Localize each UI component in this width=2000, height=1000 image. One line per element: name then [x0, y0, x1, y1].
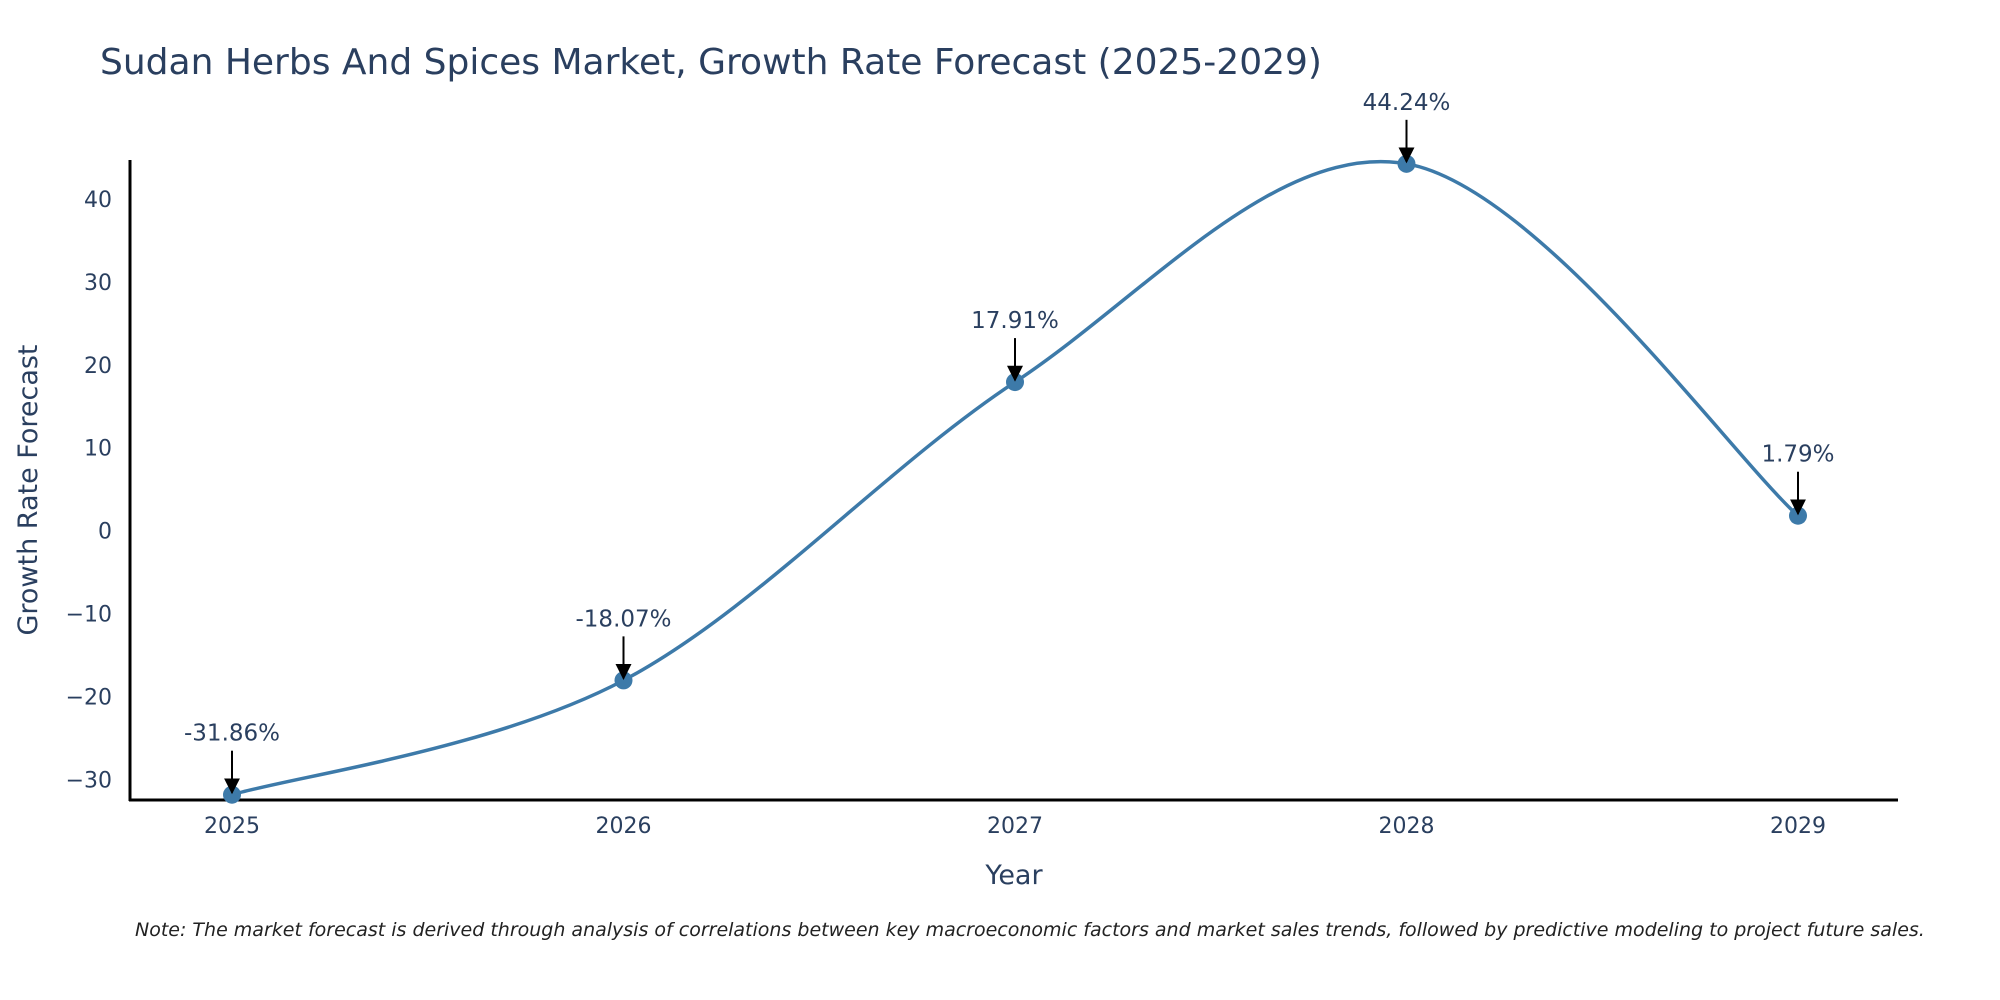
line-layer	[231, 160, 1800, 797]
data-label-2029: 1.79%	[1761, 442, 1834, 468]
y-tick-label: 30	[84, 271, 112, 296]
chart-footnote: Note: The market forecast is derived thr…	[135, 919, 1925, 941]
x-tick-label: 2028	[1379, 814, 1435, 839]
data-label-2027: 17.91%	[971, 308, 1059, 334]
y-tick-label: −30	[66, 768, 112, 793]
x-tick-label: 2026	[596, 814, 652, 839]
axes-layer: 40 30 20 10 0 −10 −20 −30 2025 2026 2027 2028 2029 Ye…	[13, 160, 1898, 891]
x-tick-label: 2025	[204, 814, 260, 839]
data-label-2026: -18.07%	[576, 606, 672, 632]
x-tick-label: 2027	[987, 814, 1043, 839]
y-tick-label: 40	[84, 188, 112, 213]
marker-layer	[223, 154, 1807, 804]
y-tick-label: −10	[66, 602, 112, 627]
x-tick-label: 2029	[1770, 814, 1826, 839]
y-tick-label: −20	[66, 685, 112, 710]
annotation-layer: -31.86% -18.07% 17.91% 44.24% 1.79%	[184, 90, 1835, 795]
y-axis-title: Growth Rate Forecast	[13, 344, 44, 635]
series-line	[231, 160, 1800, 797]
y-tick-label: 0	[98, 520, 112, 545]
data-label-2028: 44.24%	[1363, 90, 1451, 116]
y-tick-label: 20	[84, 354, 112, 379]
chart-title: Sudan Herbs And Spices Market, Growth Ra…	[100, 42, 1322, 83]
y-tick-label: 10	[84, 437, 112, 462]
x-axis-title: Year	[984, 860, 1043, 891]
data-label-2025: -31.86%	[184, 721, 280, 747]
